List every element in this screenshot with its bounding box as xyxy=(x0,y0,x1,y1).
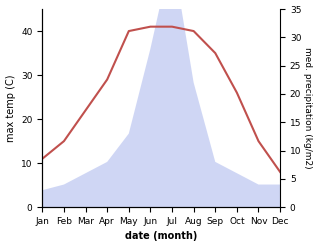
Y-axis label: med. precipitation (kg/m2): med. precipitation (kg/m2) xyxy=(303,47,313,169)
Y-axis label: max temp (C): max temp (C) xyxy=(5,74,16,142)
X-axis label: date (month): date (month) xyxy=(125,231,197,242)
